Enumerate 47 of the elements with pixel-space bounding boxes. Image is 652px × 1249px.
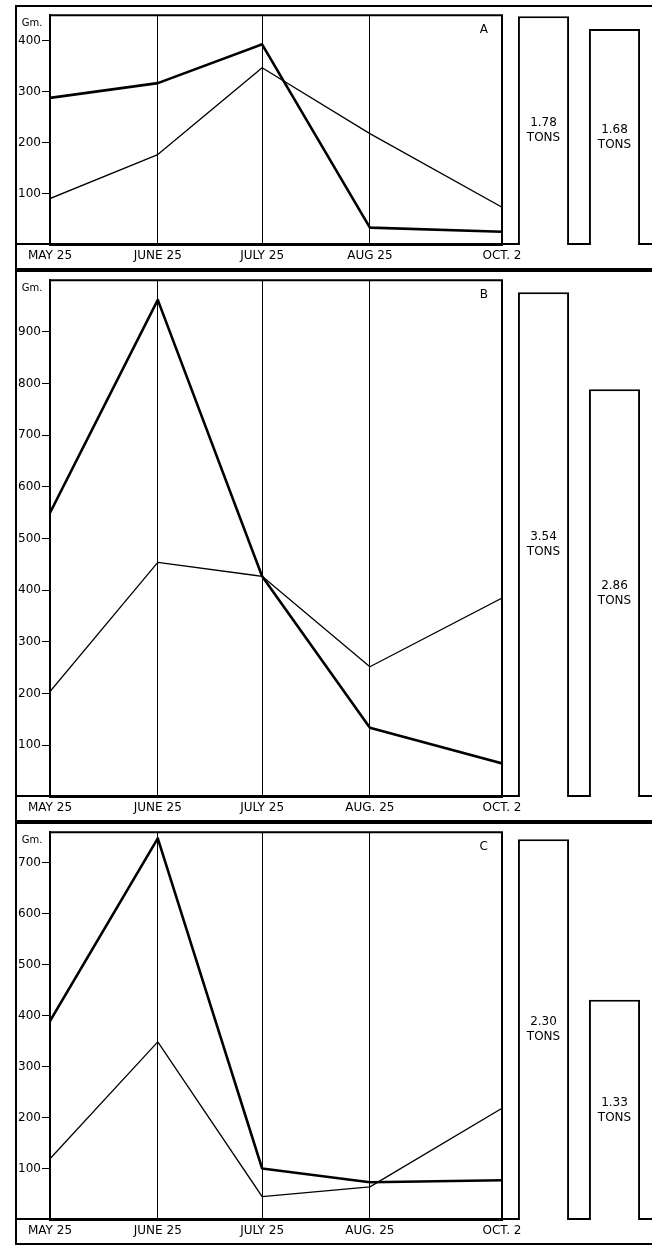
data-label: 1.33 TONS (596, 1094, 632, 1124)
y-tick-label: 100 (18, 186, 41, 201)
text: A (479, 22, 489, 37)
y-tick-label: 300 (18, 83, 41, 98)
y-tick-label: 200 (18, 134, 41, 149)
y-tick-label: 600 (18, 905, 41, 920)
x-tick-label: JUNE 25 (132, 248, 182, 263)
y-tick-label: 700 (18, 427, 41, 442)
x-tick-label: OCT. 2 (482, 248, 522, 263)
x-tick-label: OCT. 2 (482, 800, 522, 815)
data-label: 2.86 TONS (596, 577, 632, 607)
y-tick-label: 300 (18, 634, 41, 649)
x-tick-label: AUG. 25 (345, 1223, 395, 1238)
x-tick-label: OCT. 2 (482, 1223, 522, 1238)
y-axis-title: Gm. (21, 281, 43, 293)
y-tick-label: 400 (18, 32, 41, 47)
x-tick-label: JUNE 25 (132, 800, 182, 815)
y-tick-label: 200 (18, 1110, 41, 1125)
y-axis-title: Gm. (21, 16, 43, 28)
data-label: 2.30 TONS (525, 1014, 561, 1044)
x-tick-label: JULY 25 (239, 1223, 285, 1238)
y-tick-label: 100 (18, 737, 41, 752)
x-tick-label: AUG. 25 (345, 800, 395, 815)
x-tick-label: MAY 25 (27, 1223, 73, 1238)
y-tick-label: 800 (18, 375, 41, 390)
y-tick-label: 500 (18, 530, 41, 545)
x-tick-label: MAY 25 (27, 248, 73, 263)
y-tick-label: 500 (18, 956, 41, 971)
y-tick-label: 400 (18, 1008, 41, 1023)
x-tick-label: JULY 25 (239, 248, 285, 263)
text: C (479, 839, 488, 854)
x-tick-label: JULY 25 (239, 800, 285, 815)
data-label: 1.68 TONS (596, 121, 632, 151)
y-axis-title: Gm. (21, 833, 43, 845)
y-tick-label: 900 (18, 324, 41, 339)
y-tick-label: 400 (18, 582, 41, 597)
y-tick-label: 300 (18, 1059, 41, 1074)
x-tick-label: MAY 25 (27, 800, 73, 815)
y-tick-label: 100 (18, 1161, 41, 1176)
x-tick-label: AUG 25 (347, 248, 393, 263)
text: B (479, 287, 488, 302)
x-tick-label: JUNE 25 (132, 1223, 182, 1238)
data-label: 3.54 TONS (525, 529, 561, 559)
y-tick-label: 700 (18, 854, 41, 869)
data-label: 1.78 TONS (525, 115, 561, 145)
y-tick-label: 200 (18, 685, 41, 700)
y-tick-label: 600 (18, 479, 41, 494)
